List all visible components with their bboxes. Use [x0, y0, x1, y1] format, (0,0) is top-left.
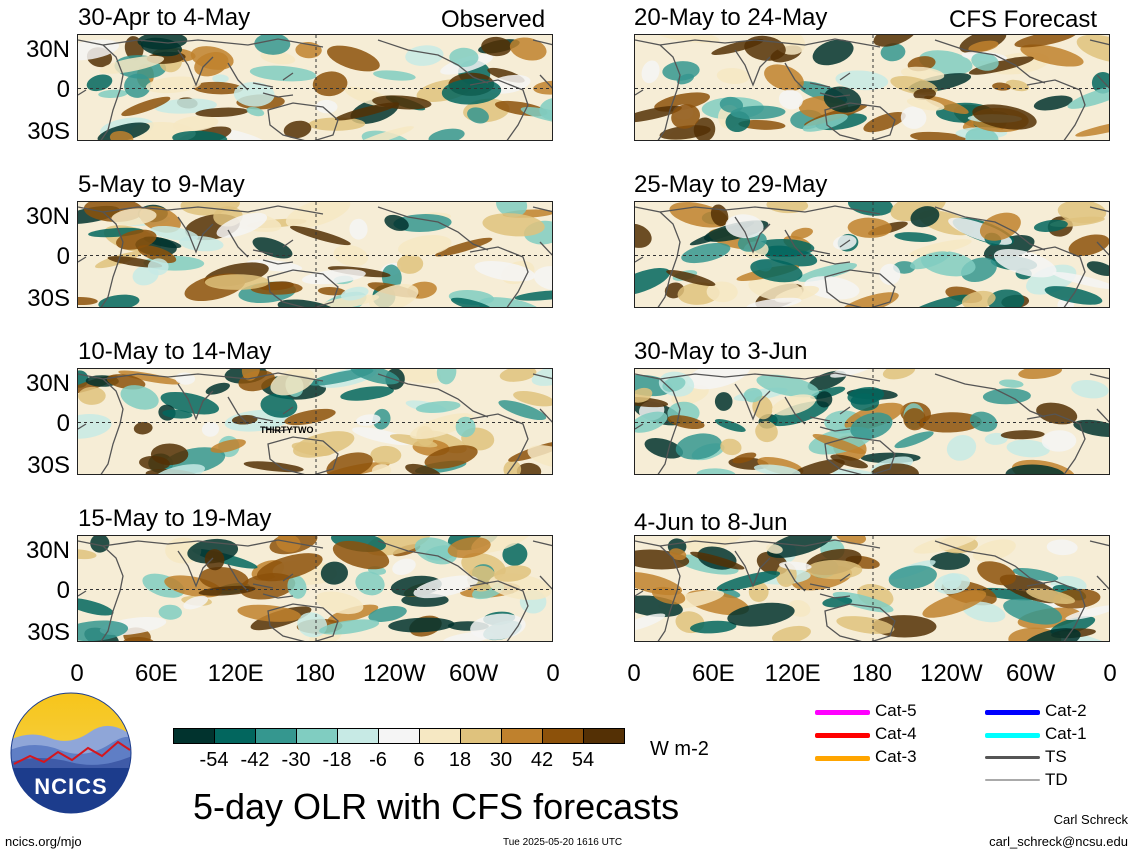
- olr-map-forecast-3: [634, 368, 1110, 475]
- olr-map-forecast-2: [634, 201, 1110, 308]
- olr-field: [635, 202, 1109, 307]
- colorbar-swatch: [255, 728, 297, 744]
- ncics-logo: NCICS: [10, 692, 132, 814]
- colorbar-label: 18: [448, 749, 472, 771]
- storm-legend-label: Cat-5: [875, 701, 917, 720]
- olr-map-forecast-1: [634, 34, 1110, 141]
- lon-label: 120E: [764, 660, 821, 687]
- forecast-header: CFS Forecast: [949, 6, 1098, 33]
- lat-label-30n: 30N: [25, 537, 70, 564]
- storm-name-label: THIRTYTWO: [260, 425, 314, 435]
- colorbar-swatch: [460, 728, 502, 744]
- lon-label: 0: [70, 660, 84, 687]
- forecast-panel-4-title: 4-Jun to 8-Jun: [634, 509, 788, 536]
- olr-map-observed-1: [77, 34, 553, 141]
- footer-url[interactable]: ncics.org/mjo: [5, 834, 82, 849]
- storm-legend-label: Cat-3: [875, 747, 917, 766]
- storm-legend-label: Cat-1: [1045, 724, 1087, 743]
- lon-label: 120W: [919, 660, 983, 687]
- lat-label-eq: 0: [56, 243, 70, 270]
- lon-label: 120W: [362, 660, 426, 687]
- storm-legend-line: [815, 756, 870, 761]
- colorbar-label: 30: [489, 749, 513, 771]
- olr-map-observed-2: [77, 201, 553, 308]
- lat-label-30s: 30S: [27, 285, 70, 312]
- colorbar-swatch: [378, 728, 420, 744]
- lon-label: 60W: [448, 660, 499, 687]
- forecast-panel-1-title: 20-May to 24-May: [634, 4, 828, 31]
- observed-panel-2-title: 5-May to 9-May: [78, 171, 245, 198]
- storm-legend-line: [815, 710, 870, 715]
- olr-map-forecast-4: [634, 535, 1110, 642]
- author-email[interactable]: carl_schreck@ncsu.edu: [989, 834, 1128, 849]
- storm-legend-label: TS: [1045, 747, 1067, 766]
- olr-map-observed-3: [77, 368, 553, 475]
- colorbar-label: -6: [369, 749, 387, 771]
- colorbar-label: -30: [281, 749, 311, 771]
- timestamp: Tue 2025-05-20 1616 UTC: [503, 837, 623, 848]
- storm-legend-line: [985, 710, 1040, 715]
- colorbar-swatch: [296, 728, 338, 744]
- lon-label: 180: [294, 660, 336, 687]
- colorbar-swatch: [214, 728, 256, 744]
- storm-legend-label: Cat-4: [875, 724, 917, 743]
- colorbar-label: 54: [571, 749, 595, 771]
- lon-label: 60E: [134, 660, 178, 687]
- lon-label: 120E: [207, 660, 264, 687]
- lon-label: 180: [851, 660, 893, 687]
- olr-field: [635, 35, 1109, 140]
- storm-legend-line: [985, 733, 1040, 738]
- observed-panel-1-title: 30-Apr to 4-May: [78, 4, 251, 31]
- colorbar-swatch: [501, 728, 543, 744]
- observed-header: Observed: [441, 6, 546, 33]
- lon-label: 0: [627, 660, 641, 687]
- lat-label-30n: 30N: [25, 36, 70, 63]
- olr-field: [78, 369, 552, 474]
- olr-field: [635, 536, 1109, 641]
- lon-label: 0: [546, 660, 560, 687]
- olr-map-observed-4: [77, 535, 553, 642]
- colorbar-label: 6: [413, 749, 425, 771]
- colorbar-swatch: [337, 728, 379, 744]
- lat-label-eq: 0: [56, 76, 70, 103]
- lat-label-30s: 30S: [27, 452, 70, 479]
- storm-legend-label: Cat-2: [1045, 701, 1087, 720]
- colorbar-swatch: [419, 728, 461, 744]
- observed-panel-3-title: 10-May to 14-May: [78, 338, 272, 365]
- lat-label-30s: 30S: [27, 619, 70, 646]
- storm-legend-line: [985, 756, 1040, 759]
- lat-label-30s: 30S: [27, 118, 70, 145]
- olr-field: [78, 35, 552, 140]
- olr-field: [635, 369, 1109, 474]
- observed-panel-4-title: 15-May to 19-May: [78, 505, 272, 532]
- lat-label-30n: 30N: [25, 370, 70, 397]
- storm-legend-line: [815, 733, 870, 738]
- forecast-panel-2-title: 25-May to 29-May: [634, 171, 828, 198]
- storm-legend-label: TD: [1045, 770, 1068, 789]
- olr-field: [78, 536, 552, 641]
- lat-label-30n: 30N: [25, 203, 70, 230]
- storm-legend-line: [985, 779, 1040, 781]
- author-name: Carl Schreck: [1053, 812, 1128, 827]
- lat-label-eq: 0: [56, 577, 70, 604]
- colorbar-swatch: [542, 728, 584, 744]
- logo-text: NCICS: [34, 774, 108, 799]
- colorbar-swatch: [173, 728, 215, 744]
- colorbar-swatch: [583, 728, 625, 744]
- lon-label: 0: [1103, 660, 1117, 687]
- colorbar-label: -54: [199, 749, 229, 771]
- lon-label: 60E: [691, 660, 735, 687]
- colorbar-units: W m-2: [650, 738, 709, 760]
- lon-label: 60W: [1005, 660, 1056, 687]
- colorbar-label: -18: [322, 749, 352, 771]
- main-title: 5-day OLR with CFS forecasts: [193, 786, 680, 827]
- forecast-panel-3-title: 30-May to 3-Jun: [634, 338, 808, 365]
- colorbar-label: -42: [240, 749, 270, 771]
- lat-label-eq: 0: [56, 410, 70, 437]
- olr-field: [78, 202, 552, 307]
- colorbar-label: 42: [530, 749, 554, 771]
